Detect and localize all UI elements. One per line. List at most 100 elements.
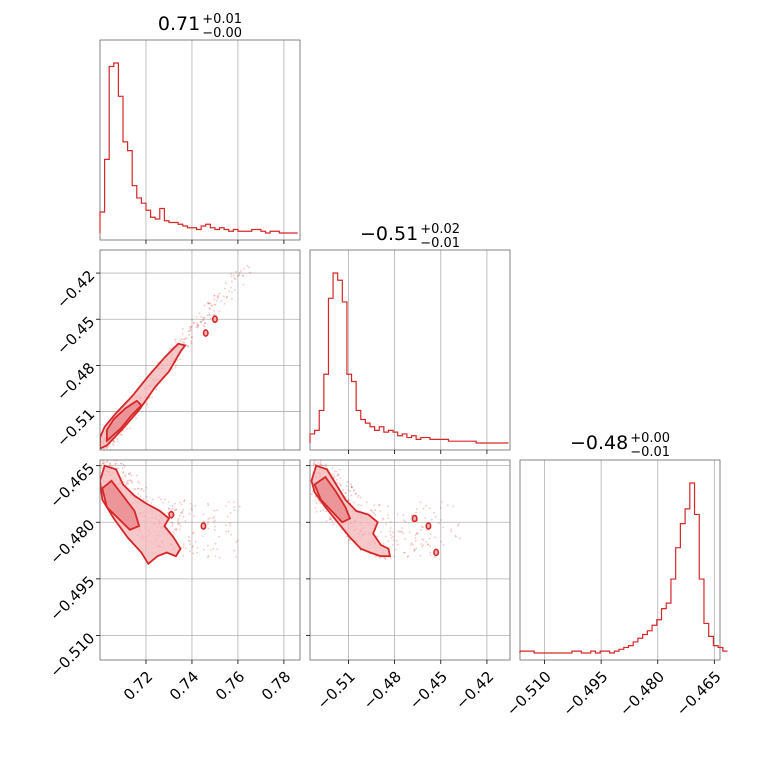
- sample-point: [402, 532, 404, 535]
- sample-point: [215, 299, 218, 302]
- sample-point: [192, 552, 194, 555]
- sample-point: [142, 489, 145, 492]
- sample-point: [236, 539, 239, 542]
- title-minus: −0.01: [420, 236, 460, 251]
- sample-point: [336, 478, 338, 481]
- contour-island: [211, 315, 218, 324]
- sample-point: [323, 464, 326, 467]
- sample-point: [348, 499, 351, 502]
- sample-point: [359, 496, 362, 499]
- sample-point: [319, 461, 322, 463]
- sample-point: [382, 518, 385, 521]
- sample-point: [190, 507, 193, 510]
- sample-point: [415, 508, 418, 510]
- panel-content: [100, 450, 241, 566]
- sample-point: [195, 326, 197, 329]
- sample-point: [159, 498, 162, 501]
- sample-point: [191, 318, 194, 321]
- y-tick-label: −0.480: [46, 516, 98, 568]
- sample-point: [325, 463, 328, 466]
- sample-point: [428, 537, 431, 540]
- sample-point: [217, 294, 220, 297]
- sample-point: [429, 533, 432, 536]
- sample-point: [429, 551, 432, 554]
- sample-point: [213, 309, 215, 312]
- sample-point: [317, 500, 320, 502]
- sample-point: [218, 535, 220, 538]
- sample-point: [313, 461, 315, 464]
- sample-point: [191, 509, 193, 511]
- sample-point: [137, 493, 140, 496]
- sample-point: [226, 295, 229, 298]
- sample-point: [122, 477, 124, 480]
- sample-point: [309, 457, 311, 459]
- sample-point: [102, 453, 104, 455]
- sample-point: [383, 557, 386, 559]
- sample-point: [404, 538, 407, 540]
- sample-point: [190, 325, 193, 328]
- sample-point: [425, 529, 428, 531]
- sample-point: [348, 538, 351, 541]
- sample-point: [96, 452, 98, 454]
- y-tick-label: −0.45: [53, 313, 98, 358]
- sample-point: [230, 286, 232, 289]
- sample-point: [106, 460, 109, 462]
- sample-point: [200, 320, 203, 323]
- sample-point: [181, 510, 184, 513]
- sample-point: [242, 275, 245, 277]
- sample-point: [117, 467, 119, 469]
- x-tick-label: 0.72: [120, 668, 156, 704]
- sample-point: [314, 499, 316, 502]
- sample-point: [379, 531, 382, 533]
- sample-point: [455, 535, 457, 538]
- sample-point: [162, 501, 164, 504]
- sample-point: [179, 511, 182, 514]
- sample-point: [213, 303, 216, 306]
- sample-point: [225, 296, 228, 299]
- sample-point: [203, 304, 206, 307]
- sample-point: [329, 518, 332, 521]
- sample-point: [354, 492, 357, 495]
- sample-point: [233, 277, 236, 279]
- x-tick-label: −0.48: [360, 668, 405, 713]
- sample-point: [108, 454, 110, 456]
- title-param-1: 0.71 +0.01 −0.00: [158, 12, 242, 41]
- sample-point: [190, 340, 193, 343]
- sample-point: [108, 463, 111, 465]
- sample-point: [216, 295, 219, 298]
- sample-point: [411, 543, 414, 546]
- sample-point: [419, 501, 422, 504]
- sample-point: [196, 322, 199, 325]
- sample-point: [371, 511, 374, 514]
- sample-point: [98, 448, 100, 450]
- sample-point: [193, 515, 195, 518]
- sample-point: [191, 546, 194, 549]
- x-tick-label: 0.74: [166, 668, 202, 704]
- sample-point: [130, 474, 133, 477]
- sample-point: [182, 515, 185, 518]
- sample-point: [389, 527, 392, 529]
- sample-point: [216, 296, 219, 299]
- sample-point: [100, 467, 103, 470]
- sample-point: [315, 450, 317, 452]
- sample-point: [218, 310, 221, 313]
- sample-point: [180, 338, 183, 341]
- sample-point: [104, 450, 106, 452]
- sample-point: [319, 462, 322, 465]
- sample-point: [422, 538, 425, 541]
- sample-point: [345, 485, 348, 487]
- sample-point: [318, 458, 320, 460]
- sample-point: [203, 548, 206, 551]
- title-param-2: −0.51 +0.02 −0.01: [360, 222, 460, 251]
- sample-point: [316, 458, 318, 460]
- sample-point: [203, 322, 206, 325]
- sample-point: [404, 520, 407, 523]
- sample-point: [178, 501, 181, 504]
- sample-point: [233, 549, 236, 552]
- sample-point: [422, 507, 425, 510]
- sample-point: [201, 535, 204, 538]
- sample-point: [242, 283, 245, 286]
- sample-point: [192, 544, 195, 547]
- sample-point: [238, 271, 241, 274]
- sample-point: [125, 427, 128, 430]
